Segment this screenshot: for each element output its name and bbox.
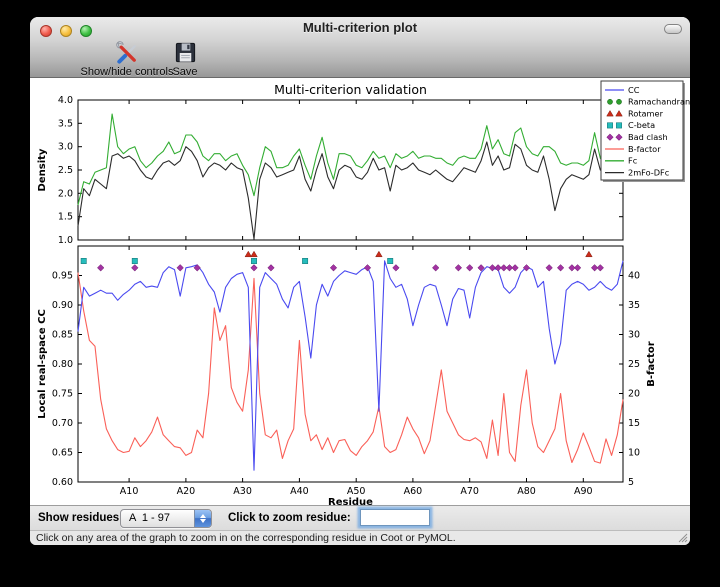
svg-text:35: 35 [628,300,640,311]
close-button[interactable] [40,25,52,37]
legend-label: CC [628,85,640,95]
svg-text:0.75: 0.75 [52,389,73,400]
svg-text:5: 5 [628,477,634,488]
legend-label: Rotamer [628,108,664,118]
up-arrow-icon [200,514,206,518]
zoom-residue-label: Click to zoom residue: [228,512,351,524]
toolbar-toggle-button[interactable] [664,24,682,34]
traffic-lights [40,25,92,37]
residue-axis-label: Residue [328,497,373,505]
window-title: Multi-criterion plot [302,20,418,35]
svg-text:0.85: 0.85 [52,330,73,341]
svg-text:2.0: 2.0 [58,188,73,199]
svg-text:A50: A50 [347,486,366,497]
zoom-button[interactable] [80,25,92,37]
zoom-residue-input[interactable] [360,509,430,526]
svg-text:A40: A40 [290,486,309,497]
svg-text:0.60: 0.60 [52,477,73,488]
figure-background [30,78,690,505]
cc-line [77,260,624,471]
chain-range-dropdown[interactable]: A 1 - 97 [120,509,212,528]
show-hide-controls-label: Show/hide controls [80,66,174,78]
legend-label: 2mFo-DFc [628,167,669,177]
rotamer-markers [244,250,593,258]
legend-label: Ramachandran [628,97,690,107]
svg-text:1.0: 1.0 [58,235,73,246]
svg-text:40: 40 [628,271,640,282]
b-factor-axis-ticks [619,275,623,483]
dropdown-stepper-icon [194,510,211,527]
svg-text:30: 30 [628,330,640,341]
svg-text:0.65: 0.65 [52,448,73,459]
svg-text:4.0: 4.0 [58,95,73,106]
status-text: Click on any area of the graph to zoom i… [36,532,456,544]
svg-text:A90: A90 [574,486,593,497]
svg-text:0.95: 0.95 [52,271,73,282]
svg-text:A20: A20 [177,486,196,497]
fc-line [77,113,624,206]
legend-label: Bad clash [628,132,668,142]
svg-text:15: 15 [628,418,640,429]
bad-clash-markers [97,264,604,272]
window-chrome: Multi-criterion plot Show/hide controls [30,17,690,78]
show-hide-controls-button[interactable]: Show/hide controls [64,40,190,78]
svg-text:10: 10 [628,448,640,459]
plot-title: Multi-criterion validation [274,82,427,97]
svg-text:0.70: 0.70 [52,418,73,429]
svg-text:3.5: 3.5 [58,118,73,129]
save-button[interactable]: Save [162,40,208,78]
legend-label: B-factor [628,144,661,154]
status-bar: Click on any area of the graph to zoom i… [30,530,690,545]
2mfo-dfc-line [77,139,624,240]
svg-text:A60: A60 [404,486,423,497]
svg-text:A30: A30 [233,486,252,497]
svg-text:A70: A70 [460,486,479,497]
multi-criterion-plot-svg: Multi-criterion validation 1.0 1.5 2.0 2.5 3.… [30,78,690,508]
residue-axis-ticks [128,100,584,482]
svg-text:1.5: 1.5 [58,212,73,223]
svg-text:2.5: 2.5 [58,165,73,176]
c-beta-markers [80,258,394,264]
svg-text:0.90: 0.90 [52,300,73,311]
show-residues-label: Show residues: [38,512,123,524]
down-arrow-icon [200,519,206,523]
save-icon [175,42,195,63]
svg-text:A10: A10 [120,486,139,497]
multi-criterion-plot-window: Multi-criterion plot Show/hide controls [30,17,690,545]
control-bar: Show residues: A 1 - 97 Click to zoom re… [30,505,690,530]
resize-grip[interactable] [677,532,688,543]
svg-text:3.0: 3.0 [58,142,73,153]
svg-text:20: 20 [628,389,640,400]
plot-canvas[interactable]: Multi-criterion validation 1.0 1.5 2.0 2.5 3.… [30,78,690,508]
b-factor-axis-label: B-factor [646,341,657,386]
legend-label: Fc [628,156,637,166]
density-axis-label: Density [37,148,48,191]
save-button-label: Save [172,66,198,78]
chain-range-value: A 1 - 97 [129,512,170,524]
legend-label: C-beta [628,120,655,130]
svg-text:25: 25 [628,359,640,370]
minimize-button[interactable] [60,25,72,37]
svg-text:0.80: 0.80 [52,359,73,370]
tick-labels: 1.0 1.5 2.0 2.5 3.0 3.5 4.0 A10 A20 A30 A40 A50 A60 A… [52,95,640,497]
cc-axis-label: Local real-space CC [37,309,48,419]
tools-icon [115,41,136,64]
b-factor-line [77,272,624,464]
svg-text:A80: A80 [517,486,536,497]
